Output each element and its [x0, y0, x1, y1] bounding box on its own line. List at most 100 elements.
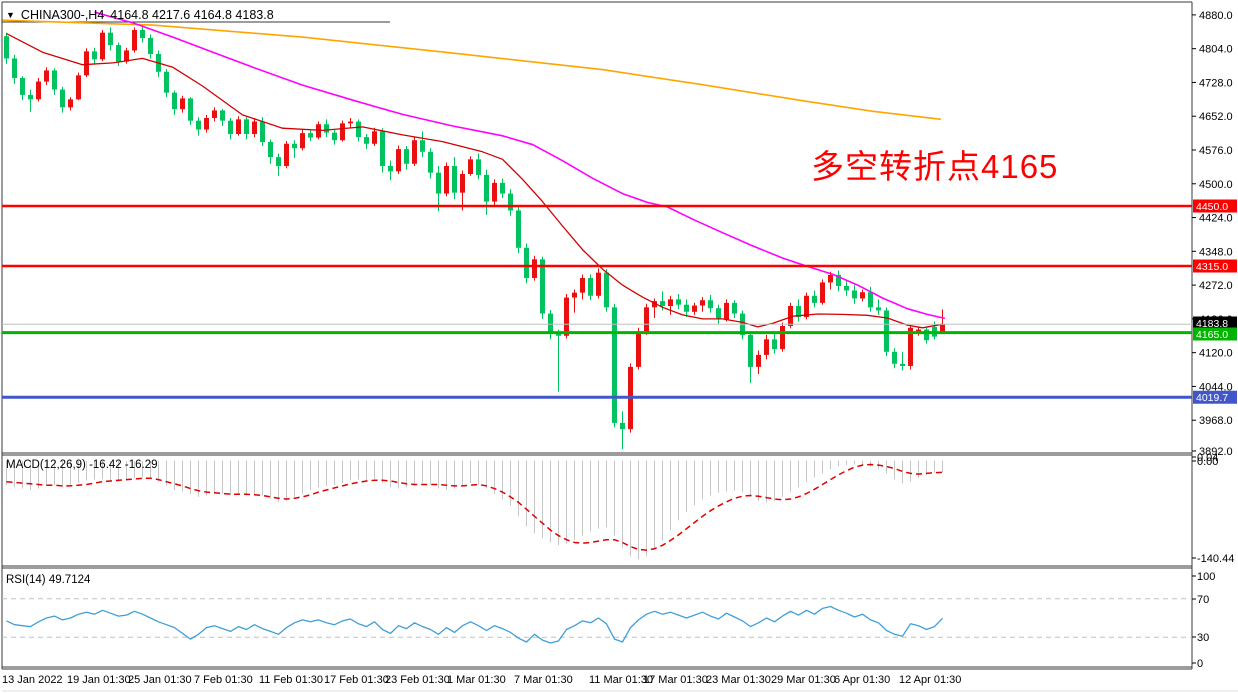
candle-body-bear: [548, 313, 553, 334]
candle-body-bull: [348, 121, 353, 124]
price-tick-label: 3892.0: [1199, 446, 1233, 458]
candle-body-bear: [796, 305, 801, 318]
candle-body-bear: [404, 149, 409, 164]
price-badge-label: 4315.0: [1196, 261, 1228, 273]
candle-body-bull: [36, 81, 41, 100]
candle-body-bear: [28, 94, 33, 100]
candle-body-bear: [172, 92, 177, 110]
candle-body-bear: [196, 120, 201, 130]
candle-body-bear: [452, 166, 457, 193]
candle-body-bear: [924, 329, 929, 341]
candle-body-bull: [68, 99, 73, 108]
time-axis[interactable]: 13 Jan 2022 19 Jan 01:30 25 Jan 01:30 7 Feb…: [0, 672, 1192, 692]
candle-body-bull: [596, 272, 601, 296]
price-tick-label: 4044.0: [1199, 381, 1233, 393]
ohlc-readout: 4164.8 4217.6 4164.8 4183.8: [110, 8, 274, 22]
candle-body-bull: [284, 143, 289, 167]
candle-body-bear: [148, 38, 153, 55]
candle-body-bull: [124, 50, 129, 62]
symbol-dropdown-icon[interactable]: ▼: [6, 10, 15, 20]
candle-body-bear: [516, 210, 521, 248]
price-badge-label: 4183.8: [1196, 318, 1228, 330]
candle-body-bear: [220, 110, 225, 121]
candle-body-bull: [76, 75, 81, 100]
price-tick-label: 4576.0: [1199, 145, 1233, 157]
time-axis-label: 25 Jan 01:30: [128, 674, 192, 686]
candle-body-bull: [212, 110, 217, 119]
candle-body-bull: [532, 259, 537, 278]
price-tick-label: 4804.0: [1199, 44, 1233, 56]
time-axis-label: 17 Mar 01:30: [643, 674, 708, 686]
candle-body-bull: [572, 292, 577, 298]
candle-body-bull: [828, 274, 833, 283]
price-tick-label: 3968.0: [1199, 415, 1233, 427]
candle-body-bear: [476, 159, 481, 175]
price-badge-label: 4450.0: [1196, 201, 1228, 213]
candle-body-bear: [836, 274, 841, 286]
time-axis-label: 6 Apr 01:30: [834, 674, 891, 686]
candle-body-bull: [468, 159, 473, 175]
price-tick-label: 4880.0: [1199, 10, 1233, 22]
time-axis-label: 12 Apr 01:30: [899, 674, 962, 686]
price-tick-label: 4500.0: [1199, 179, 1233, 191]
candle-body-bull: [780, 325, 785, 350]
time-axis-label: 7 Feb 01:30: [194, 674, 253, 686]
candle-body-bear: [484, 174, 489, 202]
candle-body-bear: [140, 30, 145, 39]
price-badge-green: [1193, 327, 1237, 341]
candle-body-bull: [580, 277, 585, 293]
price-badge-bid: [1193, 316, 1237, 330]
candle-body-bull: [180, 98, 185, 110]
rsi-line: [6, 605, 943, 644]
price-badge-red: [1193, 199, 1237, 213]
price-tick-label: 4348.0: [1199, 246, 1233, 258]
candle-body-bull: [252, 121, 257, 135]
candle-body-bear: [308, 133, 313, 138]
candle-body-bear: [852, 290, 857, 299]
candle-body-bull: [340, 123, 345, 141]
macd-label: MACD(12,26,9) -16.42 -16.29: [6, 459, 158, 471]
candle-body-bear: [60, 89, 65, 108]
price-tick-label: 4120.0: [1199, 348, 1233, 360]
candle-body-bear: [588, 277, 593, 296]
candle-body-bear: [676, 299, 681, 305]
candle-body-bear: [876, 307, 881, 311]
candle-body-bull: [372, 131, 377, 144]
candle-body-bear: [708, 300, 713, 309]
candle-body-bear: [356, 121, 361, 138]
time-axis-label: 23 Feb 01:30: [385, 674, 450, 686]
candle-body-bear: [884, 310, 889, 352]
candle-body-bear: [620, 422, 625, 430]
candle-body-bear: [20, 78, 25, 95]
candle-body-bear: [748, 334, 753, 367]
candle-body-bull: [84, 51, 89, 76]
chart-title: ▼ CHINA300-,H4 4164.8 4217.6 4164.8 4183…: [6, 8, 274, 22]
price-badge-label: 4165.0: [1196, 329, 1228, 341]
candle-body-bull: [396, 149, 401, 172]
candle-body-bear: [268, 142, 273, 158]
candle-body-bear: [660, 301, 665, 306]
candle-body-bear: [4, 36, 9, 59]
candle-body-bull: [316, 124, 321, 138]
candle-body-bull: [100, 32, 105, 60]
candle-body-bear: [244, 119, 249, 135]
candle-body-bull: [804, 295, 809, 318]
candle-body-bull: [460, 174, 465, 193]
price-badge-label: 4019.7: [1196, 392, 1228, 404]
rsi-axis-label: 30: [1197, 632, 1209, 644]
time-axis-label: 13 Jan 2022: [2, 674, 63, 686]
time-axis-label: 23 Mar 01:30: [706, 674, 771, 686]
price-badge-red: [1193, 259, 1237, 273]
price-tick-label: 4424.0: [1199, 213, 1233, 225]
price-badge-blue: [1193, 390, 1237, 404]
candle-body-bear: [164, 71, 169, 93]
candle-body-bear: [428, 151, 433, 173]
candle-body-bull: [236, 119, 241, 135]
candle-body-bear: [892, 351, 897, 364]
candle-body-bear: [716, 308, 721, 320]
time-axis-label: 1 Mar 01:30: [447, 674, 506, 686]
rsi-axis-label: 0: [1197, 658, 1203, 670]
candle-body-bear: [188, 98, 193, 121]
candle-body-bull: [820, 282, 825, 303]
